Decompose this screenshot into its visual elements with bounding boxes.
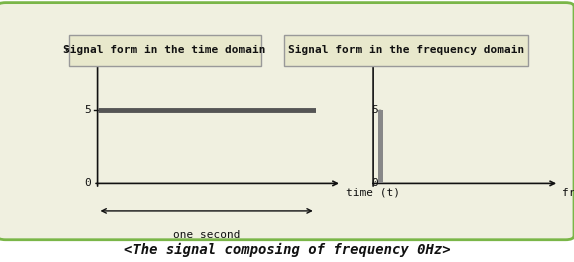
Text: 0: 0 [84, 178, 91, 188]
Text: Signal form in the time domain: Signal form in the time domain [64, 45, 266, 55]
Text: one second: one second [173, 230, 241, 240]
Text: Signal form in the frequency domain: Signal form in the frequency domain [288, 45, 525, 55]
Text: 5: 5 [84, 105, 91, 115]
Text: 5: 5 [371, 105, 378, 115]
Text: amplitude (a): amplitude (a) [65, 43, 153, 53]
Text: <The signal composing of frequency 0Hz>: <The signal composing of frequency 0Hz> [123, 243, 451, 257]
Text: frequency (Hertz): frequency (Hertz) [562, 188, 574, 198]
Bar [378, 110, 383, 183]
Text: 0: 0 [371, 178, 378, 188]
Text: amplitude (a): amplitude (a) [350, 43, 437, 53]
Text: time (t): time (t) [346, 188, 400, 198]
